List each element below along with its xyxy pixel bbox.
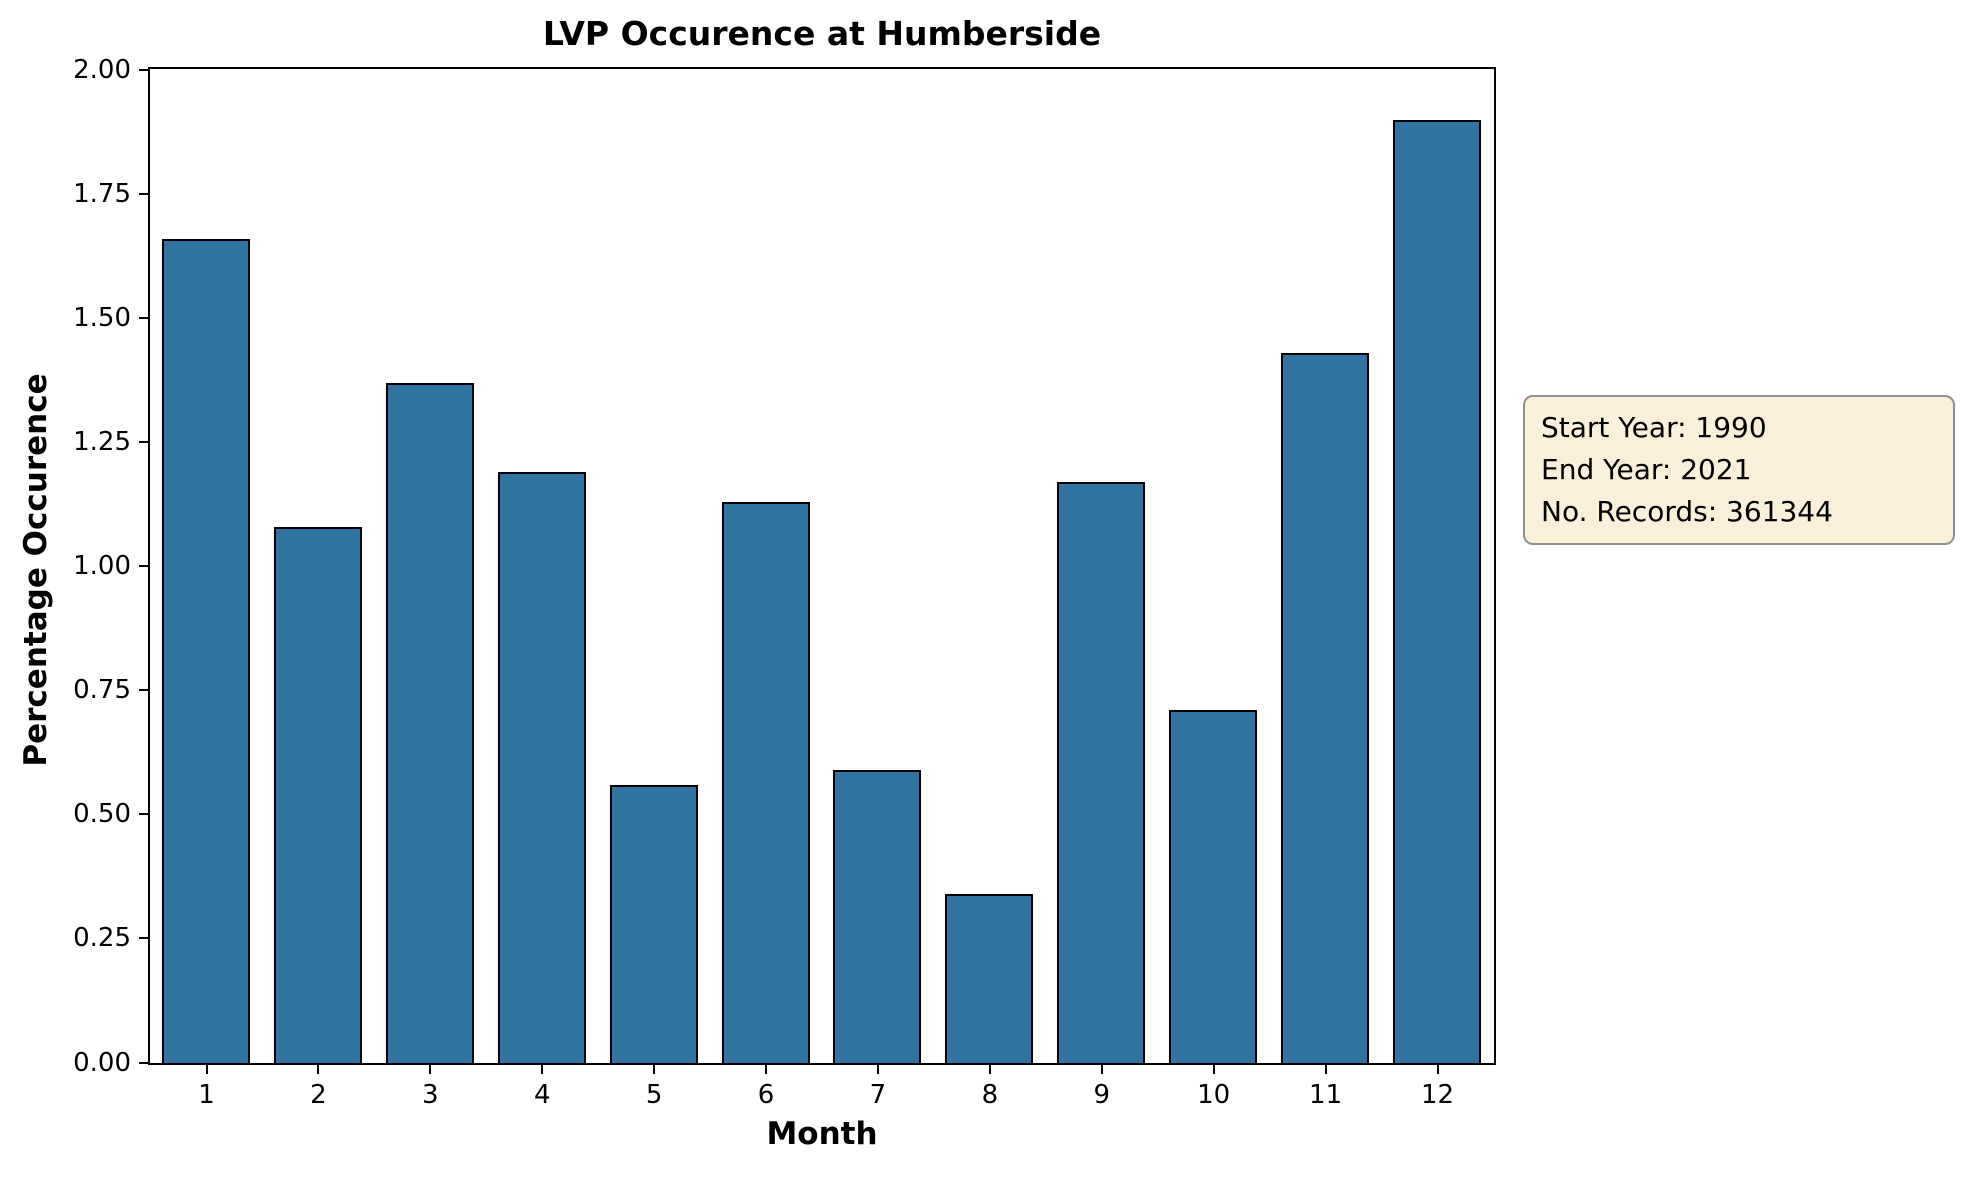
y-tick-label-2.00: 2.00 (73, 54, 131, 85)
x-tick-mark (765, 1065, 768, 1074)
y-tick-label-1.00: 1.00 (73, 551, 131, 581)
x-tick-mark (1324, 1065, 1327, 1074)
annotation-record-count: No. Records: 361344 (1541, 495, 1833, 528)
y-tick-mark (139, 316, 148, 319)
bar-month-5 (609, 785, 698, 1063)
annotation-start-year: Start Year: 1990 (1541, 411, 1767, 444)
chart-title: LVP Occurence at Humberside (542, 14, 1102, 53)
x-tick-mark (429, 1065, 432, 1074)
x-tick-mark (653, 1065, 656, 1074)
x-tick-mark (1100, 1065, 1103, 1074)
bar-month-9 (1057, 482, 1146, 1063)
x-tick-label-7: 7 (869, 1080, 887, 1110)
y-tick-mark (139, 689, 148, 692)
x-tick-mark (988, 1065, 991, 1074)
bar-month-7 (833, 770, 922, 1063)
x-tick-label-12: 12 (1420, 1080, 1455, 1110)
y-tick-label-0.00: 0.00 (73, 1047, 131, 1078)
x-tick-mark (876, 1065, 879, 1074)
y-tick-label-0.50: 0.50 (73, 799, 131, 830)
y-tick-label-1.50: 1.50 (73, 302, 131, 333)
x-tick-label-10: 10 (1197, 1080, 1231, 1110)
y-tick-label-0.25: 0.25 (73, 923, 131, 954)
bar-month-4 (497, 472, 586, 1063)
x-tick-label-3: 3 (422, 1080, 439, 1110)
annotation-end-year: End Year: 2021 (1541, 453, 1752, 486)
x-tick-mark (317, 1065, 320, 1074)
y-tick-mark (139, 68, 148, 71)
x-tick-label-4: 4 (533, 1080, 551, 1110)
x-tick-mark (205, 1065, 208, 1074)
x-tick-label-2: 2 (310, 1080, 327, 1110)
bar-month-10 (1169, 710, 1258, 1063)
bar-month-1 (162, 239, 250, 1063)
x-tick-label-11: 11 (1309, 1080, 1343, 1110)
x-tick-mark (1212, 1065, 1215, 1074)
y-tick-label-1.25: 1.25 (73, 426, 131, 457)
bar-month-11 (1281, 353, 1370, 1063)
x-tick-label-8: 8 (981, 1080, 999, 1110)
y-tick-mark (139, 937, 148, 940)
y-tick-mark (139, 1061, 148, 1064)
bar-month-3 (385, 383, 474, 1063)
x-tick-label-5: 5 (645, 1080, 663, 1110)
y-tick-label-1.75: 1.75 (73, 178, 131, 209)
x-tick-mark (1436, 1065, 1439, 1074)
x-tick-mark (541, 1065, 544, 1074)
x-tick-label-9: 9 (1093, 1080, 1111, 1110)
bar-month-6 (721, 502, 810, 1063)
x-tick-label-1: 1 (198, 1080, 215, 1110)
y-tick-label-0.75: 0.75 (73, 675, 131, 706)
y-tick-mark (139, 813, 148, 816)
x-tick-label-6: 6 (757, 1080, 775, 1110)
y-tick-mark (139, 192, 148, 195)
bar-month-12 (1393, 120, 1481, 1063)
plot-area (148, 67, 1496, 1065)
y-tick-mark (139, 440, 148, 443)
annotation-box: Start Year: 1990 End Year: 2021 No. Reco… (1523, 395, 1955, 545)
y-tick-mark (139, 565, 148, 567)
bar-month-8 (945, 894, 1034, 1063)
x-axis-label: Month (766, 1116, 878, 1152)
bar-month-2 (273, 527, 362, 1063)
